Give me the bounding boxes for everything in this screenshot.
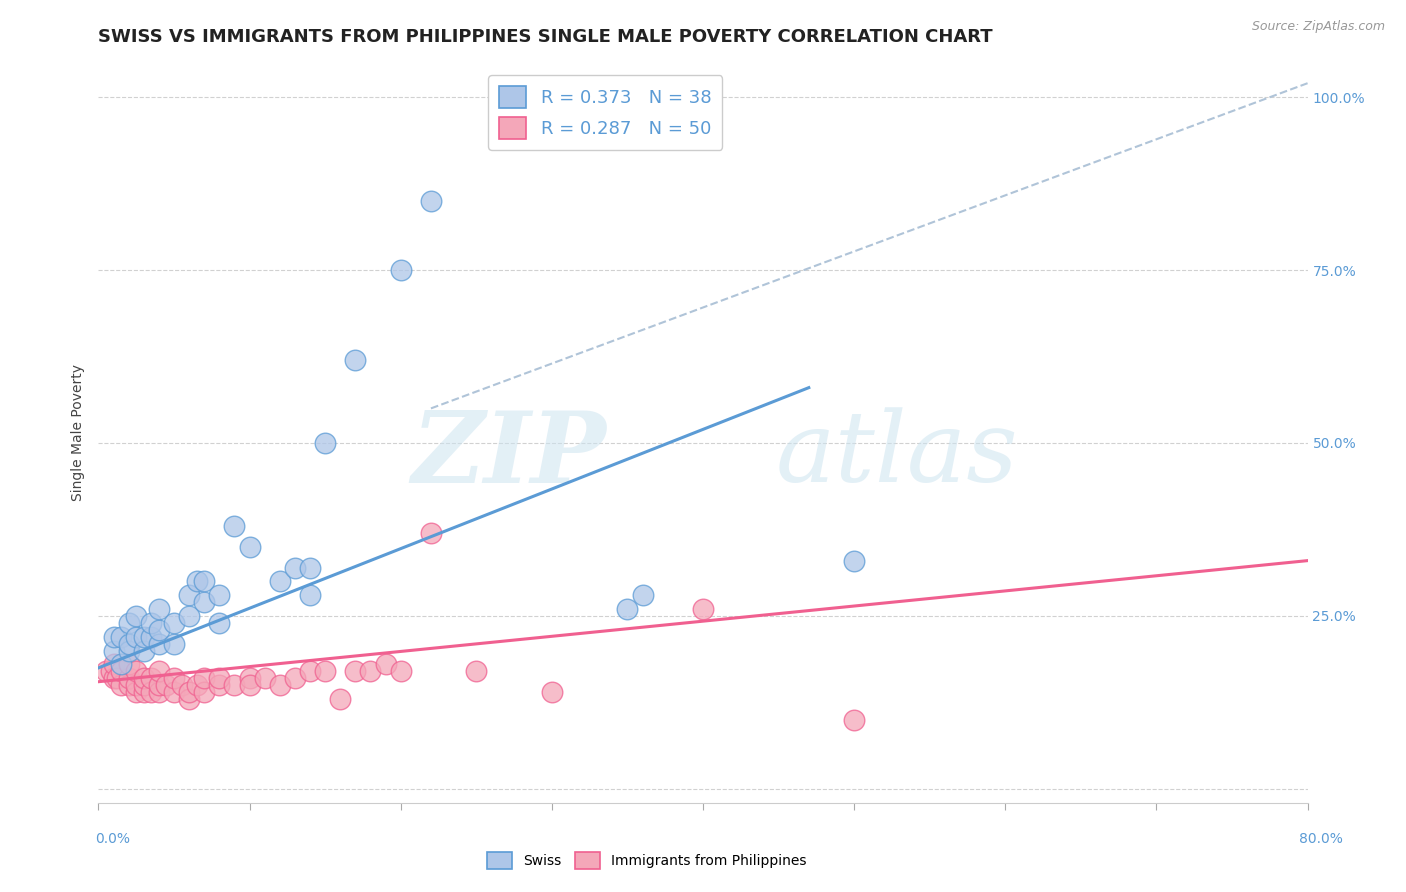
Point — [163, 685, 186, 699]
Point — [110, 657, 132, 672]
Point — [118, 657, 141, 672]
Point — [125, 685, 148, 699]
Point — [148, 602, 170, 616]
Point — [132, 678, 155, 692]
Point — [269, 678, 291, 692]
Point — [118, 637, 141, 651]
Point — [284, 560, 307, 574]
Point — [208, 678, 231, 692]
Point — [239, 671, 262, 685]
Point — [110, 678, 132, 692]
Point — [163, 615, 186, 630]
Point — [125, 609, 148, 624]
Point — [389, 263, 412, 277]
Point — [224, 519, 246, 533]
Text: atlas: atlas — [776, 407, 1018, 502]
Text: SWISS VS IMMIGRANTS FROM PHILIPPINES SINGLE MALE POVERTY CORRELATION CHART: SWISS VS IMMIGRANTS FROM PHILIPPINES SIN… — [98, 28, 993, 45]
Point — [540, 685, 562, 699]
Point — [208, 588, 231, 602]
Point — [103, 630, 125, 644]
Point — [253, 671, 276, 685]
Y-axis label: Single Male Poverty: Single Male Poverty — [72, 364, 86, 501]
Point — [132, 685, 155, 699]
Point — [118, 615, 141, 630]
Point — [284, 671, 307, 685]
Point — [299, 588, 322, 602]
Point — [186, 574, 208, 589]
Point — [105, 671, 128, 685]
Text: Source: ZipAtlas.com: Source: ZipAtlas.com — [1251, 20, 1385, 33]
Point — [125, 678, 148, 692]
Point — [118, 678, 141, 692]
Point — [141, 671, 163, 685]
Text: ZIP: ZIP — [412, 407, 606, 503]
Point — [125, 630, 148, 644]
Text: 0.0%: 0.0% — [96, 832, 131, 846]
Point — [103, 671, 125, 685]
Point — [692, 602, 714, 616]
Point — [208, 615, 231, 630]
Point — [100, 665, 122, 679]
Point — [132, 671, 155, 685]
Point — [420, 525, 443, 540]
Point — [125, 665, 148, 679]
Point — [314, 436, 336, 450]
Point — [329, 692, 352, 706]
Point — [155, 678, 177, 692]
Point — [179, 685, 201, 699]
Point — [141, 685, 163, 699]
Point — [148, 685, 170, 699]
Point — [118, 671, 141, 685]
Point — [132, 643, 155, 657]
Point — [170, 678, 193, 692]
Point — [374, 657, 396, 672]
Point — [141, 615, 163, 630]
Point — [631, 588, 654, 602]
Point — [110, 630, 132, 644]
Point — [465, 665, 488, 679]
Point — [299, 665, 322, 679]
Point — [148, 637, 170, 651]
Point — [148, 665, 170, 679]
Point — [103, 657, 125, 672]
Legend: Swiss, Immigrants from Philippines: Swiss, Immigrants from Philippines — [481, 847, 813, 874]
Point — [179, 588, 201, 602]
Point — [118, 643, 141, 657]
Point — [163, 637, 186, 651]
Point — [148, 678, 170, 692]
Point — [344, 353, 367, 368]
Point — [389, 665, 412, 679]
Point — [179, 692, 201, 706]
Point — [179, 609, 201, 624]
Point — [141, 630, 163, 644]
Point — [193, 671, 215, 685]
Point — [94, 665, 117, 679]
Point — [360, 665, 382, 679]
Point — [269, 574, 291, 589]
Point — [193, 595, 215, 609]
Point — [193, 685, 215, 699]
Point — [299, 560, 322, 574]
Point — [844, 713, 866, 727]
Point — [163, 671, 186, 685]
Point — [110, 665, 132, 679]
Point — [132, 630, 155, 644]
Point — [208, 671, 231, 685]
Point — [344, 665, 367, 679]
Point — [224, 678, 246, 692]
Point — [239, 678, 262, 692]
Point — [616, 602, 638, 616]
Point — [239, 540, 262, 554]
Point — [420, 194, 443, 208]
Point — [844, 554, 866, 568]
Point — [186, 678, 208, 692]
Point — [148, 623, 170, 637]
Text: 80.0%: 80.0% — [1299, 832, 1343, 846]
Point — [314, 665, 336, 679]
Point — [193, 574, 215, 589]
Legend: R = 0.373   N = 38, R = 0.287   N = 50: R = 0.373 N = 38, R = 0.287 N = 50 — [488, 75, 723, 150]
Point — [103, 643, 125, 657]
